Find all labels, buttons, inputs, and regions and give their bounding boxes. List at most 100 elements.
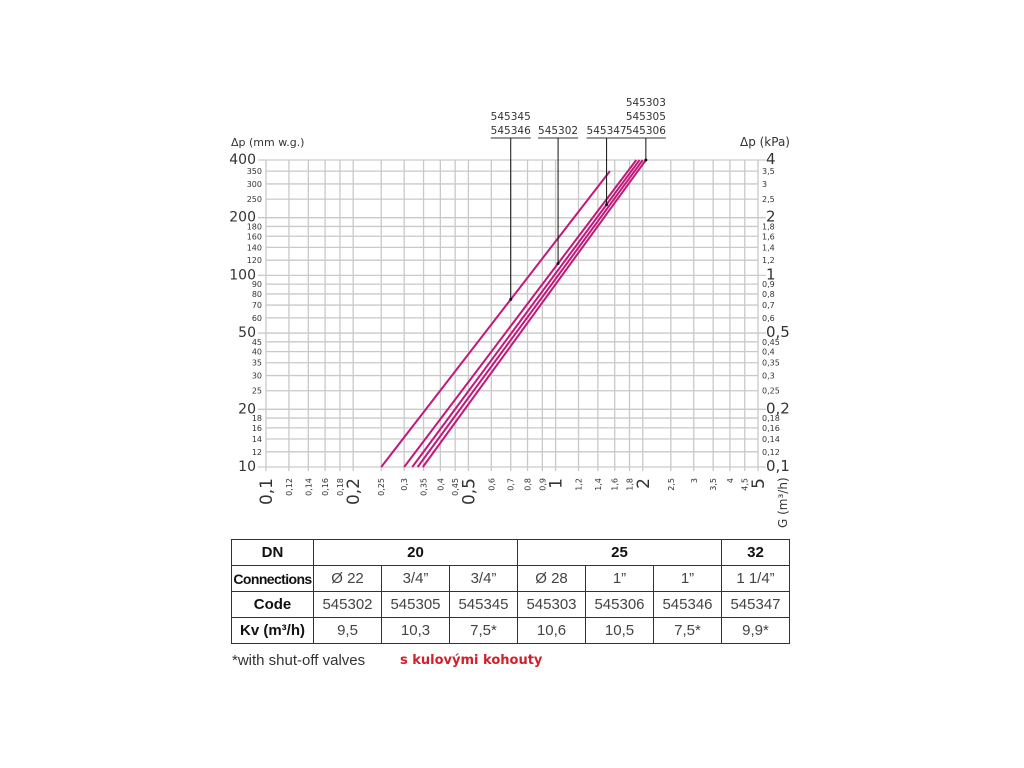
x-tick-label: 4: [726, 478, 735, 483]
y-right-tick-label: 1,6: [762, 232, 775, 241]
y-right-tick-label: 0,1: [766, 457, 790, 475]
y-right-tick-label: 1: [766, 265, 776, 283]
y-right-tick-label: 0,6: [762, 314, 775, 323]
table-cell: 545345: [449, 591, 518, 618]
y-left-tick-label: 180: [247, 222, 262, 231]
row-header-code: Code: [231, 591, 314, 618]
y-left-tick-label: 25: [252, 387, 262, 396]
y-right-tick-label: 0,25: [762, 387, 780, 396]
series-label: 545305: [626, 111, 666, 123]
y-left-tick-label: 400: [229, 152, 256, 168]
x-tick-label: 0,7: [507, 478, 516, 491]
y-right-tick-label: 0,7: [762, 301, 775, 310]
y-right-tick-label: 0,2: [766, 399, 790, 417]
y-left-tick-label: 100: [229, 267, 256, 283]
y-right-tick-label: 2,5: [762, 195, 775, 204]
y-left-tick-label: 250: [247, 195, 262, 204]
series-label: 545346: [491, 125, 531, 137]
y-left-tick-label: 120: [247, 256, 262, 265]
y-right-tick-label: 0,5: [766, 323, 790, 341]
x-tick-label: 0,14: [304, 478, 313, 496]
y-left-axis-title: Δp (mm w.g.): [231, 136, 304, 149]
y-left-tick-label: 350: [247, 167, 262, 176]
x-tick-label: 4,5: [741, 478, 750, 491]
x-tick-label: 0,12: [285, 478, 294, 496]
y-right-tick-label: 0,12: [762, 448, 780, 457]
spec-table: DN 20 25 32 Connections Ø 22 3/4” 3/4” Ø…: [231, 539, 790, 644]
footnote: *with shut-off valves: [232, 652, 366, 669]
x-tick-label: 1,8: [626, 478, 635, 491]
y-right-tick-label: 3: [762, 180, 767, 189]
y-right-tick-label: 0,4: [762, 348, 775, 357]
x-tick-label: 0,9: [538, 478, 547, 491]
row-header-kv: Kv (m³/h): [231, 617, 314, 644]
series-label: 545302: [538, 125, 578, 137]
table-cell: 7,5*: [449, 617, 518, 644]
series-leader-dot: [605, 203, 609, 207]
table-cell: 545346: [653, 591, 722, 618]
series-leader-dot: [644, 158, 648, 162]
dn-25: 25: [517, 539, 722, 566]
table-cell: 1”: [585, 565, 654, 592]
series-line: [403, 159, 638, 468]
table-cell: 545347: [721, 591, 790, 618]
y-left-tick-label: 14: [252, 435, 262, 444]
x-tick-label: 2: [634, 478, 654, 489]
x-tick-label: 1,4: [594, 478, 603, 491]
y-left-tick-label: 30: [252, 372, 262, 381]
table-cell: 7,5*: [653, 617, 722, 644]
row-header-connections: Connections: [231, 565, 314, 592]
x-tick-label: 0,35: [420, 478, 429, 496]
series-leader-dot: [509, 297, 513, 301]
x-tick-label: 0,16: [321, 478, 330, 496]
table-cell: Ø 22: [313, 565, 382, 592]
y-left-tick-label: 90: [252, 280, 262, 289]
y-right-tick-label: 4: [766, 150, 776, 168]
table-cell: 10,6: [517, 617, 586, 644]
y-right-tick-label: 0,3: [762, 372, 775, 381]
x-tick-label: 3: [690, 478, 699, 483]
x-tick-label: 5: [749, 478, 769, 489]
y-left-tick-label: 18: [252, 414, 262, 423]
series-label: 545347: [587, 125, 627, 137]
x-tick-label: 0,45: [451, 478, 460, 496]
y-left-tick-label: 45: [252, 338, 262, 347]
dn-20: 20: [313, 539, 518, 566]
table-cell: 10,5: [585, 617, 654, 644]
table-cell: 9,5: [313, 617, 382, 644]
series-label: 545306: [626, 125, 666, 137]
y-right-tick-label: 0,35: [762, 359, 780, 368]
table-cell: 1”: [653, 565, 722, 592]
y-right-tick-label: 2: [766, 208, 776, 226]
y-left-tick-label: 50: [238, 325, 256, 341]
y-right-tick-label: 0,45: [762, 338, 780, 347]
table-cell: 10,3: [381, 617, 450, 644]
series-leader-dot: [556, 261, 560, 265]
footnote-czech: s kulovými kohouty: [400, 653, 543, 668]
x-tick-label: 0,2: [344, 478, 364, 505]
y-right-tick-label: 3,5: [762, 167, 775, 176]
table-row-code: Code 545302 545305 545345 545303 545306 …: [231, 591, 790, 618]
table-row-kv: Kv (m³/h) 9,5 10,3 7,5* 10,6 10,5 7,5* 9…: [231, 617, 790, 644]
table-cell: 545305: [381, 591, 450, 618]
series-label: 545345: [491, 111, 531, 123]
y-right-axis-title: Δp (kPa): [740, 135, 790, 149]
x-tick-label: 0,5: [459, 478, 479, 505]
y-right-tick-label: 0,9: [762, 280, 775, 289]
x-tick-label: 0,1: [257, 478, 277, 505]
y-left-tick-label: 10: [238, 459, 256, 475]
y-left-tick-label: 300: [247, 180, 262, 189]
y-left-tick-label: 16: [252, 424, 262, 433]
y-left-tick-label: 160: [247, 232, 262, 241]
y-left-tick-label: 140: [247, 243, 262, 252]
series-line: [416, 159, 644, 468]
table-cell: 545303: [517, 591, 586, 618]
x-tick-label: 3,5: [709, 478, 718, 491]
table-cell: 1 1/4”: [721, 565, 790, 592]
x-tick-label: 0,25: [377, 478, 386, 496]
y-left-tick-label: 35: [252, 359, 262, 368]
y-right-tick-label: 1,4: [762, 243, 775, 252]
y-left-tick-label: 70: [252, 301, 262, 310]
table-cell: 545306: [585, 591, 654, 618]
series-label: 545303: [626, 97, 666, 109]
